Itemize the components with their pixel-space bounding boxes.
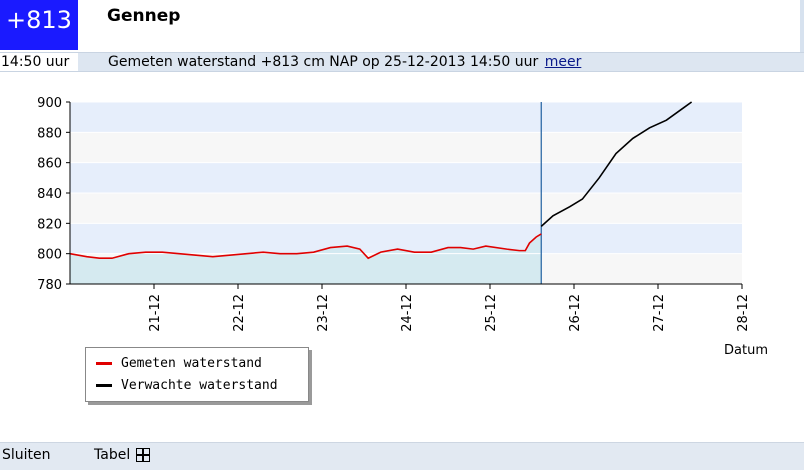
info-time: 14:50 uur [1,54,70,70]
x-tick-label: 22-12 [232,294,247,332]
legend-label-measured: Gemeten waterstand [121,355,262,371]
x-tick-label: 26-12 [568,294,583,332]
legend-item-forecast: Verwachte waterstand [96,376,278,394]
chart-band [70,223,742,254]
chart-legend: Gemeten waterstand Verwachte waterstand [85,347,309,402]
y-tick-label: 780 [37,278,62,293]
y-tick-label: 880 [37,126,62,141]
water-level-badge: +813 [0,0,78,50]
measurement-info-bar: 14:50 uur Gemeten waterstand +813 cm NAP… [0,52,804,72]
x-tick-label: 27-12 [652,294,667,332]
chart-band [70,193,742,224]
legend-swatch-forecast [96,383,112,387]
chart-axes [66,101,743,289]
table-button[interactable]: Tabel [94,447,151,463]
more-link[interactable]: meer [544,54,582,70]
x-tick-label: 24-12 [400,294,415,332]
close-button[interactable]: Sluiten [2,447,51,463]
y-tick-label: 820 [37,217,62,232]
chart-band [70,162,742,193]
chart-background-bands [70,102,742,284]
grid-icon [136,448,151,462]
x-axis-label: Datum [724,343,768,358]
legend-item-measured: Gemeten waterstand [96,354,262,372]
info-time-background [0,53,78,71]
legend-label-forecast: Verwachte waterstand [121,377,278,393]
footer-bar: Sluiten Tabel [0,442,804,470]
x-tick-label: 23-12 [316,294,331,332]
y-tick-label: 860 [37,157,62,172]
water-level-chart: 780 800 820 840 860 880 900 21-12 22-12 23-12 24-… [37,96,768,358]
y-tick-label: 840 [37,187,62,202]
info-text-wrapper: Gemeten waterstand +813 cm NAP op 25-12-… [108,53,581,71]
info-text: Gemeten waterstand +813 cm NAP op 25-12-… [108,54,539,70]
station-title: Gennep [107,6,181,26]
measured-area-fill [70,233,542,284]
chart-band [70,102,742,133]
x-tick-label: 25-12 [484,294,499,332]
legend-swatch-measured [96,361,112,365]
x-tick-label: 28-12 [736,294,751,332]
table-button-label: Tabel [94,447,131,463]
window-edge [800,0,804,52]
y-tick-label: 900 [37,96,62,111]
x-tick-labels: 21-12 22-12 23-12 24-12 25-12 26-12 27-12 28-12 [148,294,751,332]
measured-series-line [69,233,542,260]
chart-band [70,132,742,163]
forecast-series-line [540,101,693,227]
y-tick-label: 800 [37,248,62,263]
x-tick-label: 21-12 [148,294,163,332]
y-tick-labels: 780 800 820 840 860 880 900 [37,96,62,293]
